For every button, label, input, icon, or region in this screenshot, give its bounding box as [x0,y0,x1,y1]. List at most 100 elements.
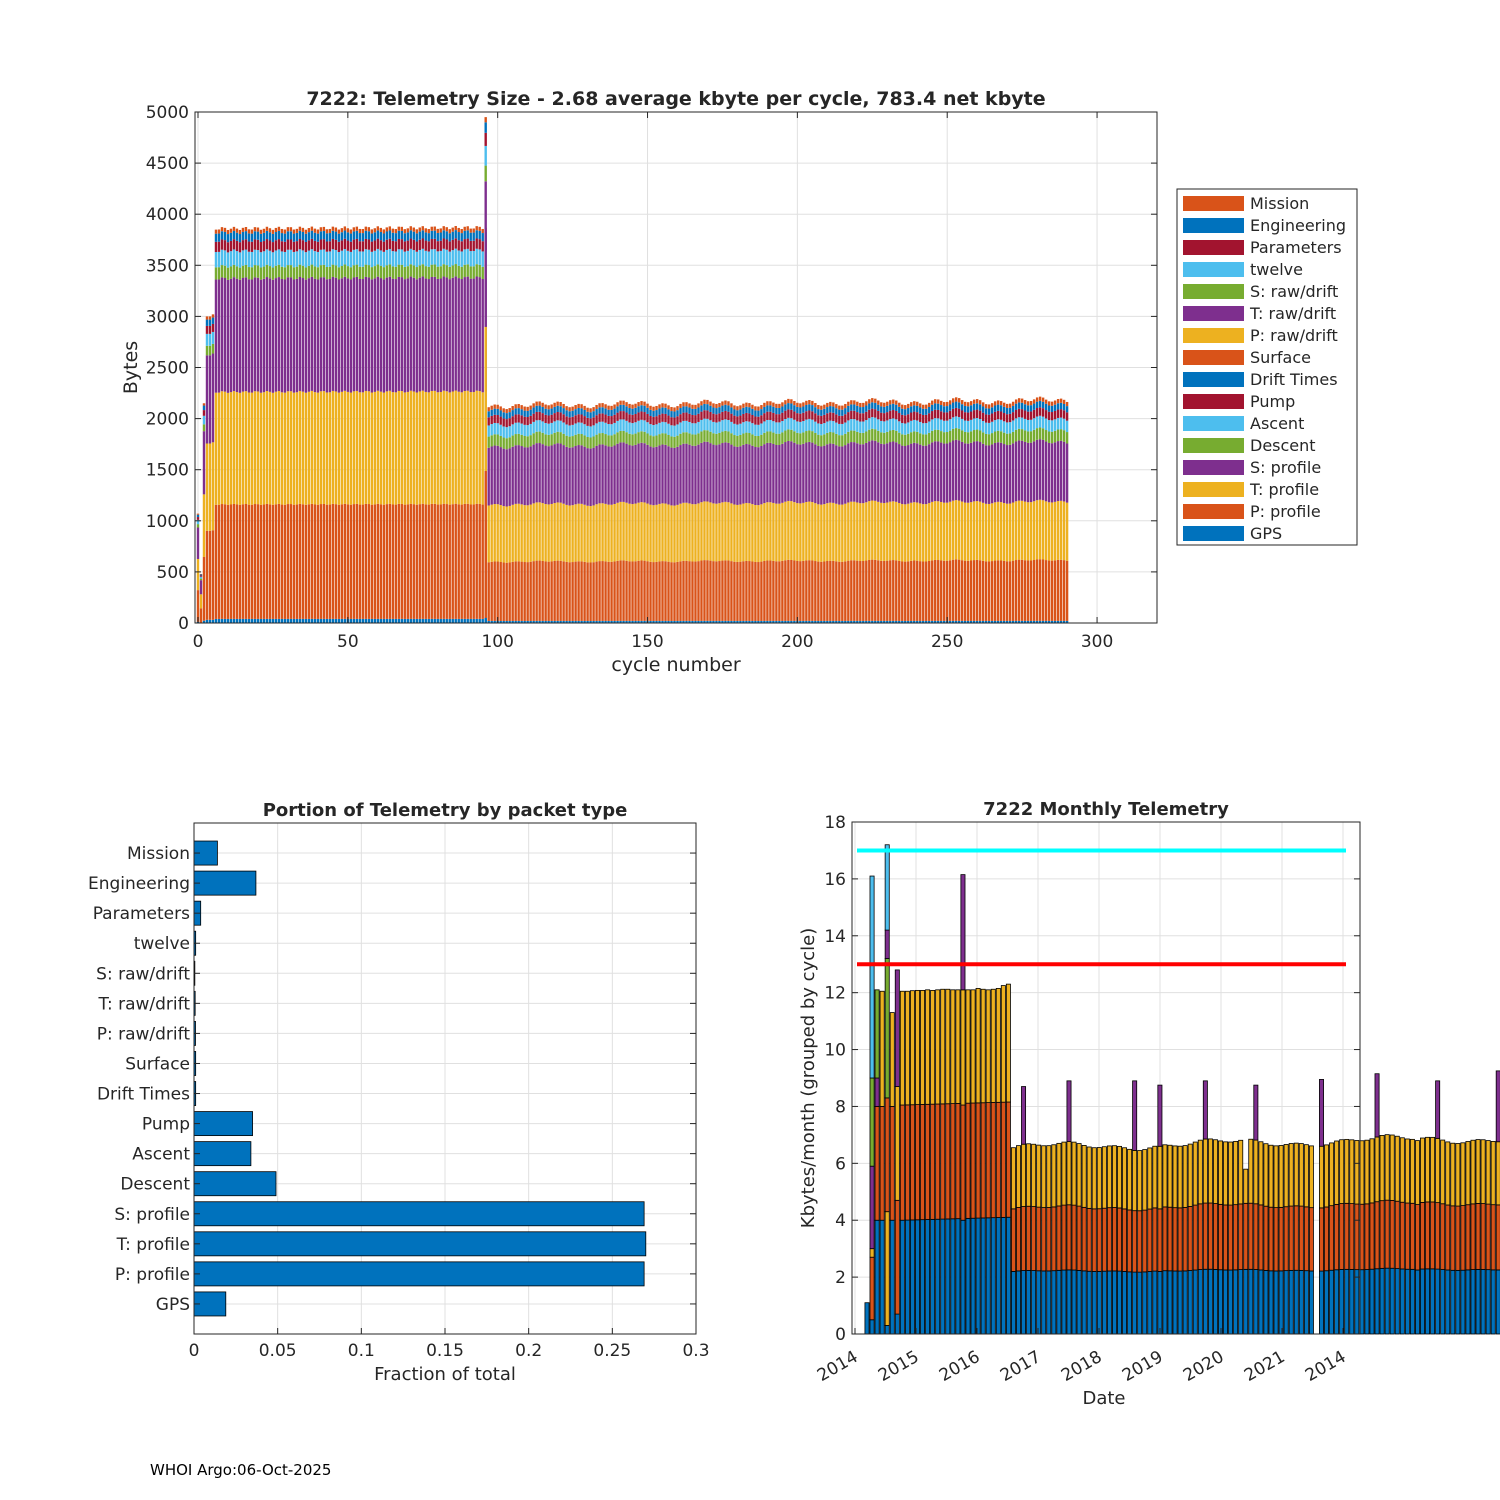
bar-segment [935,1218,941,1335]
bar-segment [1005,983,1011,1103]
bar-segment [958,559,961,621]
bar-segment [934,409,937,419]
bar-segment [544,408,547,415]
bar-segment [1354,1140,1360,1205]
bar-segment [787,417,790,430]
bar-segment [262,504,266,619]
bar-segment [301,504,305,619]
bar-segment [1005,408,1009,415]
bar-segment [1026,442,1030,503]
bar-segment [841,561,844,621]
bar-segment [1238,1269,1244,1335]
bar-segment [562,408,565,415]
bar-segment [1394,1200,1400,1269]
bar-segment [355,390,359,504]
bar-segment [931,404,934,412]
bar-segment [442,276,445,391]
bar-segment [1010,1208,1016,1272]
bar-segment [1041,559,1045,621]
bar-segment [1020,417,1024,430]
legend-swatch [1183,240,1244,255]
bar-segment [574,504,577,562]
bar-segment [1051,1206,1057,1272]
bar-segment [265,618,269,623]
bar-segment [772,620,775,623]
bar-segment [1086,1270,1092,1335]
bar-segment [1041,1145,1047,1208]
bar-segment [919,413,922,422]
bar-segment [601,433,604,445]
bar-segment [208,319,212,326]
bar-segment [904,445,907,505]
bar-segment [229,278,233,393]
bar-segment [631,408,634,415]
bar-segment [1177,1270,1183,1335]
bar-segment [1187,1270,1193,1335]
bar-segment [826,444,829,504]
chart-title: Portion of Telemetry by packet type [263,800,628,821]
bar-segment [778,407,781,415]
bar-segment [916,420,919,432]
bar-segment [745,502,748,561]
bar-segment [289,618,293,623]
bar-segment [310,618,314,623]
x-tick-label: 300 [1081,632,1113,652]
bar-segment [1032,501,1036,561]
bar-segment [1020,429,1024,441]
bar-segment [1023,418,1027,431]
bar-segment [925,414,928,424]
bar-segment [859,402,862,408]
bar-segment [688,561,691,621]
bar-segment [295,278,299,393]
bar-segment [370,279,374,393]
bar-segment [229,240,233,252]
bar-segment [946,420,949,433]
bar-segment [1182,1270,1188,1335]
bar-segment [487,425,490,437]
bar-segment [1117,1270,1122,1335]
bar-segment [454,238,457,249]
y-tick-label: S: profile [114,1205,190,1225]
bar-segment [685,502,688,561]
bar-segment [673,620,676,623]
bar-segment [235,504,239,619]
bar-segment [799,561,802,621]
bar-segment [235,232,239,241]
bar-segment [388,618,391,623]
bar-segment [1021,1086,1027,1145]
bar-segment [505,562,508,621]
bar-segment [211,317,215,324]
bar-segment [865,442,868,503]
bar-segment [466,238,469,249]
bar-segment [868,418,871,430]
bar-segment [1017,402,1021,409]
bar-segment [382,241,386,252]
bar-segment [1005,414,1009,423]
bar-segment [655,410,658,417]
bar-segment [454,230,457,239]
bar-segment [736,424,739,436]
bar-segment [385,618,388,623]
x-tick-label: 100 [481,632,513,652]
bar-segment [694,561,697,621]
bar-segment [445,504,448,619]
bar-segment [901,620,904,623]
bar-segment [904,1219,910,1335]
bar-segment [340,618,344,623]
bar-segment [910,406,913,413]
bar-segment [934,418,937,430]
bar-segment [502,562,505,621]
bar-segment [493,445,496,505]
bar-segment [940,442,943,503]
bar-segment [757,447,760,506]
bar-segment [460,241,463,252]
bar-segment [619,560,622,621]
bar-segment [907,620,910,623]
bar-segment [202,415,206,425]
bar-segment [1000,1216,1006,1335]
bar-segment [883,560,886,621]
bar-segment [484,326,487,471]
bar-segment [217,392,221,505]
bar-segment [1056,403,1060,410]
bar-segment [313,278,317,393]
